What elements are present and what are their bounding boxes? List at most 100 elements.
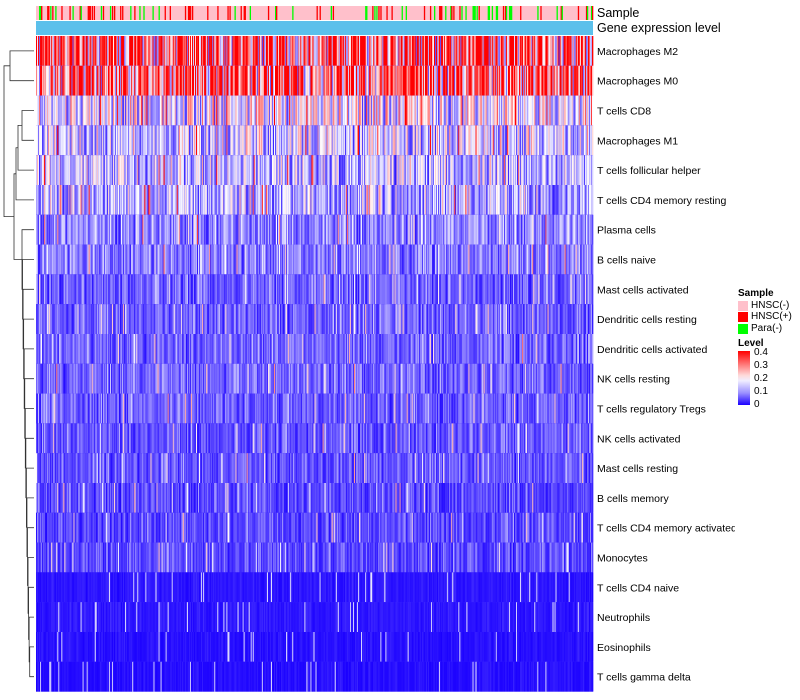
heatmap-cell (506, 155, 509, 185)
heatmap-cell (460, 244, 462, 275)
heatmap-cell (446, 274, 448, 305)
heatmap-cell (322, 95, 324, 126)
heatmap-cell (449, 244, 451, 275)
heatmap-cell (81, 185, 83, 215)
heatmap-cell (270, 65, 273, 96)
heatmap-cell (185, 95, 188, 126)
heatmap-cell (211, 244, 213, 275)
gene-expression-track (36, 21, 593, 35)
heatmap-cell (247, 185, 250, 215)
heatmap-cell (39, 95, 41, 126)
heatmap-cell (556, 95, 558, 126)
heatmap-cell (113, 65, 116, 96)
heatmap-cell (377, 65, 379, 96)
heatmap-cell (545, 36, 547, 66)
heatmap-cell (373, 244, 375, 275)
heatmap-cell (426, 274, 429, 305)
heatmap-cell (210, 155, 212, 185)
heatmap-cell (224, 214, 226, 245)
heatmap-cell (501, 185, 504, 215)
heatmap-cell (116, 185, 118, 215)
heatmap-cell (131, 36, 133, 66)
heatmap-cell (457, 125, 459, 156)
heatmap-cell (249, 244, 252, 275)
heatmap-cell (229, 95, 231, 126)
heatmap-cell (426, 125, 429, 156)
heatmap-cell (205, 274, 207, 305)
heatmap-cell (188, 185, 191, 215)
sample-track-mark (505, 6, 508, 20)
heatmap-cell (75, 155, 77, 185)
heatmap-cell (78, 185, 80, 215)
heatmap-cell (262, 214, 265, 245)
heatmap-cell (382, 185, 384, 215)
heatmap-cell (362, 155, 364, 185)
heatmap-cell (587, 125, 590, 156)
heatmap-cell (370, 125, 372, 156)
heatmap-cell (213, 214, 215, 245)
heatmap-cell (221, 65, 223, 96)
heatmap-cell (556, 244, 558, 275)
heatmap-cell (207, 36, 209, 66)
heatmap-cell (219, 214, 221, 245)
heatmap-cell (65, 65, 67, 96)
heatmap-cell (420, 65, 423, 96)
heatmap-cell (113, 95, 116, 126)
heatmap-cell (205, 125, 207, 156)
heatmap-cell (145, 155, 147, 185)
heatmap-cell (102, 125, 105, 156)
heatmap-cell (590, 244, 593, 275)
heatmap-cell (162, 244, 164, 275)
heatmap-cell (177, 36, 180, 66)
sample-track-mark (100, 6, 103, 20)
heatmap-cell (210, 125, 212, 156)
heatmap-cell (120, 65, 122, 96)
heatmap-cell (312, 125, 314, 156)
heatmap-cell (388, 185, 390, 215)
heatmap-cell (282, 274, 284, 305)
heatmap-cell (415, 125, 418, 156)
heatmap-cell (336, 185, 339, 215)
heatmap-cell (181, 125, 184, 156)
heatmap-cell (567, 244, 570, 275)
heatmap-cell (209, 125, 211, 156)
heatmap-cell (455, 95, 457, 126)
heatmap-cell (107, 274, 110, 305)
heatmap-cell (579, 244, 582, 275)
heatmap-cell (450, 36, 452, 66)
heatmap-cell (250, 125, 253, 156)
heatmap-cell (50, 185, 52, 215)
sample-track-mark (441, 6, 443, 20)
heatmap-cell (479, 214, 481, 245)
sample-track-mark (240, 6, 242, 20)
heatmap-cell (307, 125, 309, 156)
heatmap-cell (164, 244, 166, 275)
heatmap-cell (98, 274, 101, 305)
heatmap-cell (271, 36, 274, 66)
heatmap-cell (407, 185, 410, 215)
heatmap-cell (428, 244, 431, 275)
heatmap-cell (406, 155, 409, 185)
heatmap-cell (294, 214, 296, 245)
heatmap-cell (36, 155, 38, 185)
heatmap-cell (392, 274, 394, 305)
heatmap-cell (82, 274, 84, 305)
heatmap-cell (365, 185, 367, 215)
heatmap-cell (311, 95, 313, 126)
heatmap-cell (210, 244, 212, 275)
heatmap-cell (390, 125, 392, 156)
heatmap-cell (455, 244, 457, 275)
heatmap-cell (376, 274, 378, 305)
heatmap-cell (342, 274, 345, 305)
heatmap-cell (508, 244, 511, 275)
heatmap-cell (48, 274, 50, 305)
heatmap-cell (132, 185, 134, 215)
heatmap-cell (41, 36, 43, 66)
heatmap-cell (103, 214, 106, 245)
heatmap-cell (402, 125, 404, 156)
heatmap-cell (261, 185, 264, 215)
heatmap-cell (179, 65, 182, 96)
heatmap-cell (75, 36, 77, 66)
heatmap-cell (434, 185, 436, 215)
heatmap-cell (320, 125, 322, 156)
